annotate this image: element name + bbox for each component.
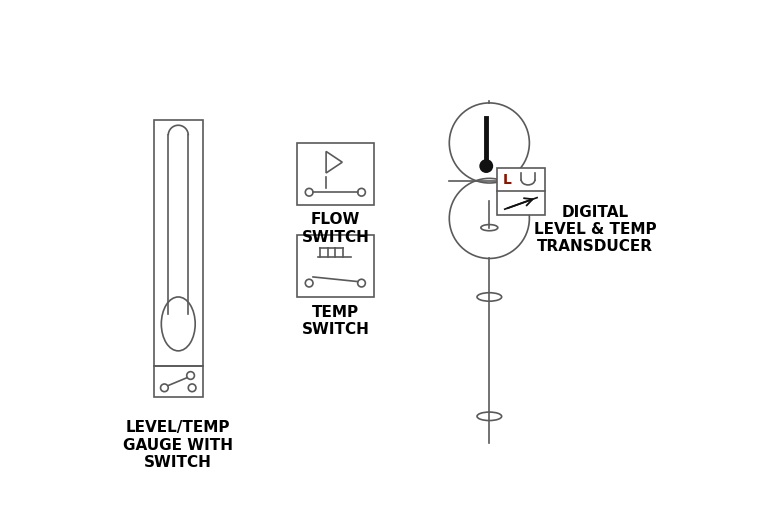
Bar [497,168,545,215]
Text: TEMP
SWITCH: TEMP SWITCH [301,304,370,337]
Bar [296,235,374,297]
Bar [296,143,374,204]
Text: DIGITAL
LEVEL & TEMP
TRANSDUCER: DIGITAL LEVEL & TEMP TRANSDUCER [534,204,656,254]
Text: FLOW
SWITCH: FLOW SWITCH [301,212,370,245]
Bar [154,120,203,366]
Circle shape [479,159,493,173]
Text: LEVEL/TEMP
GAUGE WITH
SWITCH: LEVEL/TEMP GAUGE WITH SWITCH [123,420,233,470]
Text: L: L [504,172,512,187]
Bar [154,366,203,397]
